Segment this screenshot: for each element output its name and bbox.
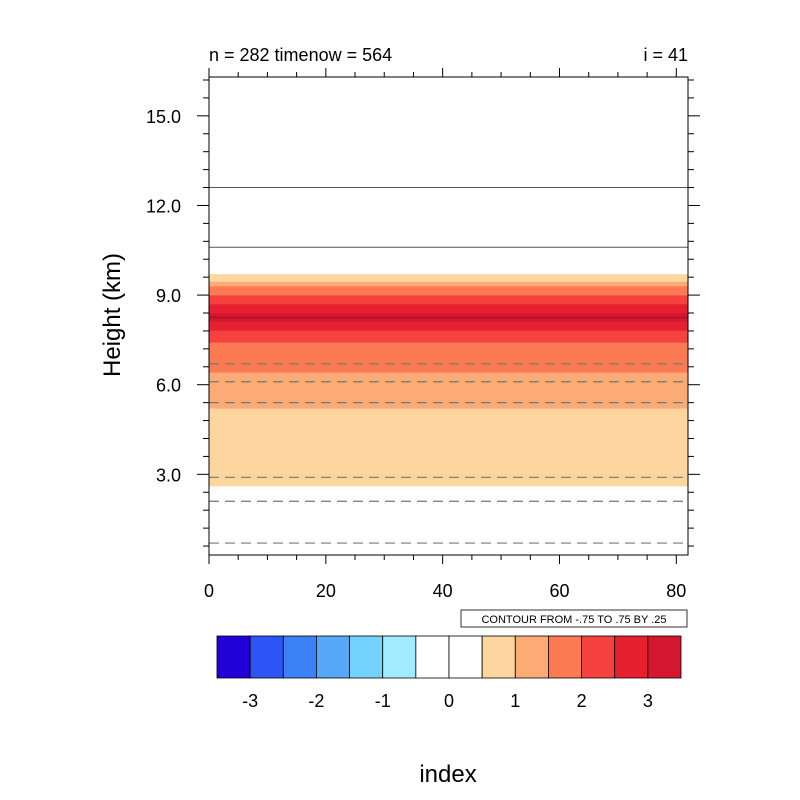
colorbar-box xyxy=(415,635,450,679)
colorbar-box xyxy=(316,635,350,679)
contour-band xyxy=(209,295,688,305)
y-axis: 3.0 6.0 9.0 12.0 15.0 xyxy=(146,79,700,547)
contour-band xyxy=(209,304,688,314)
colorbar-box xyxy=(448,635,483,679)
contour-band xyxy=(209,286,688,296)
y-tick-label: 3.0 xyxy=(156,465,181,485)
colorbar-box xyxy=(349,635,384,679)
contour-bands xyxy=(209,274,688,487)
colorbar: -3 -2 -1 0 1 2 3 xyxy=(216,635,682,711)
colorbar-label: -2 xyxy=(308,691,324,711)
colorbar-box xyxy=(581,635,616,679)
x-axis: 0 20 40 60 80 xyxy=(204,68,686,601)
colorbar-box xyxy=(514,635,549,679)
y-tick-label: 12.0 xyxy=(146,196,181,216)
colorbar-box xyxy=(382,635,417,679)
colorbar-label: -3 xyxy=(242,691,258,711)
y-axis-title: Height (km) xyxy=(99,253,126,377)
colorbar-box xyxy=(548,635,582,679)
colorbar-label: 0 xyxy=(444,691,454,711)
x-axis-title: index xyxy=(419,761,476,788)
colorbar-box xyxy=(282,635,317,679)
contour-band xyxy=(209,321,688,331)
contour-band xyxy=(209,408,688,487)
contour-band xyxy=(209,330,688,343)
colorbar-box xyxy=(647,635,682,679)
colorbar-box xyxy=(216,635,251,679)
x-tick-label: 40 xyxy=(433,581,453,601)
colorbar-box xyxy=(249,635,284,679)
contour-lines xyxy=(209,187,688,544)
colorbar-label: 1 xyxy=(510,691,520,711)
x-tick-label: 20 xyxy=(316,581,336,601)
contour-info-box: CONTOUR FROM -.75 TO .75 BY .25 xyxy=(460,609,688,628)
contour-band xyxy=(209,281,688,287)
contour-info-text: CONTOUR FROM -.75 TO .75 BY .25 xyxy=(481,614,666,626)
y-tick-label: 9.0 xyxy=(156,286,181,306)
colorbar-box xyxy=(614,635,649,679)
contour-band xyxy=(209,372,688,409)
x-tick-label: 60 xyxy=(549,581,569,601)
title-left: n = 282 timenow = 564 xyxy=(209,45,392,65)
y-tick-label: 15.0 xyxy=(146,107,181,127)
x-tick-label: 0 xyxy=(204,581,214,601)
colorbar-box xyxy=(481,635,516,679)
plot-frame xyxy=(208,76,689,556)
contour-band xyxy=(209,274,688,282)
colorbar-label: 3 xyxy=(643,691,653,711)
title-right: i = 41 xyxy=(643,45,688,65)
colorbar-label: -1 xyxy=(375,691,391,711)
colorbar-label: 2 xyxy=(577,691,587,711)
contour-band xyxy=(209,342,688,373)
y-tick-label: 6.0 xyxy=(156,376,181,396)
x-tick-label: 80 xyxy=(666,581,686,601)
